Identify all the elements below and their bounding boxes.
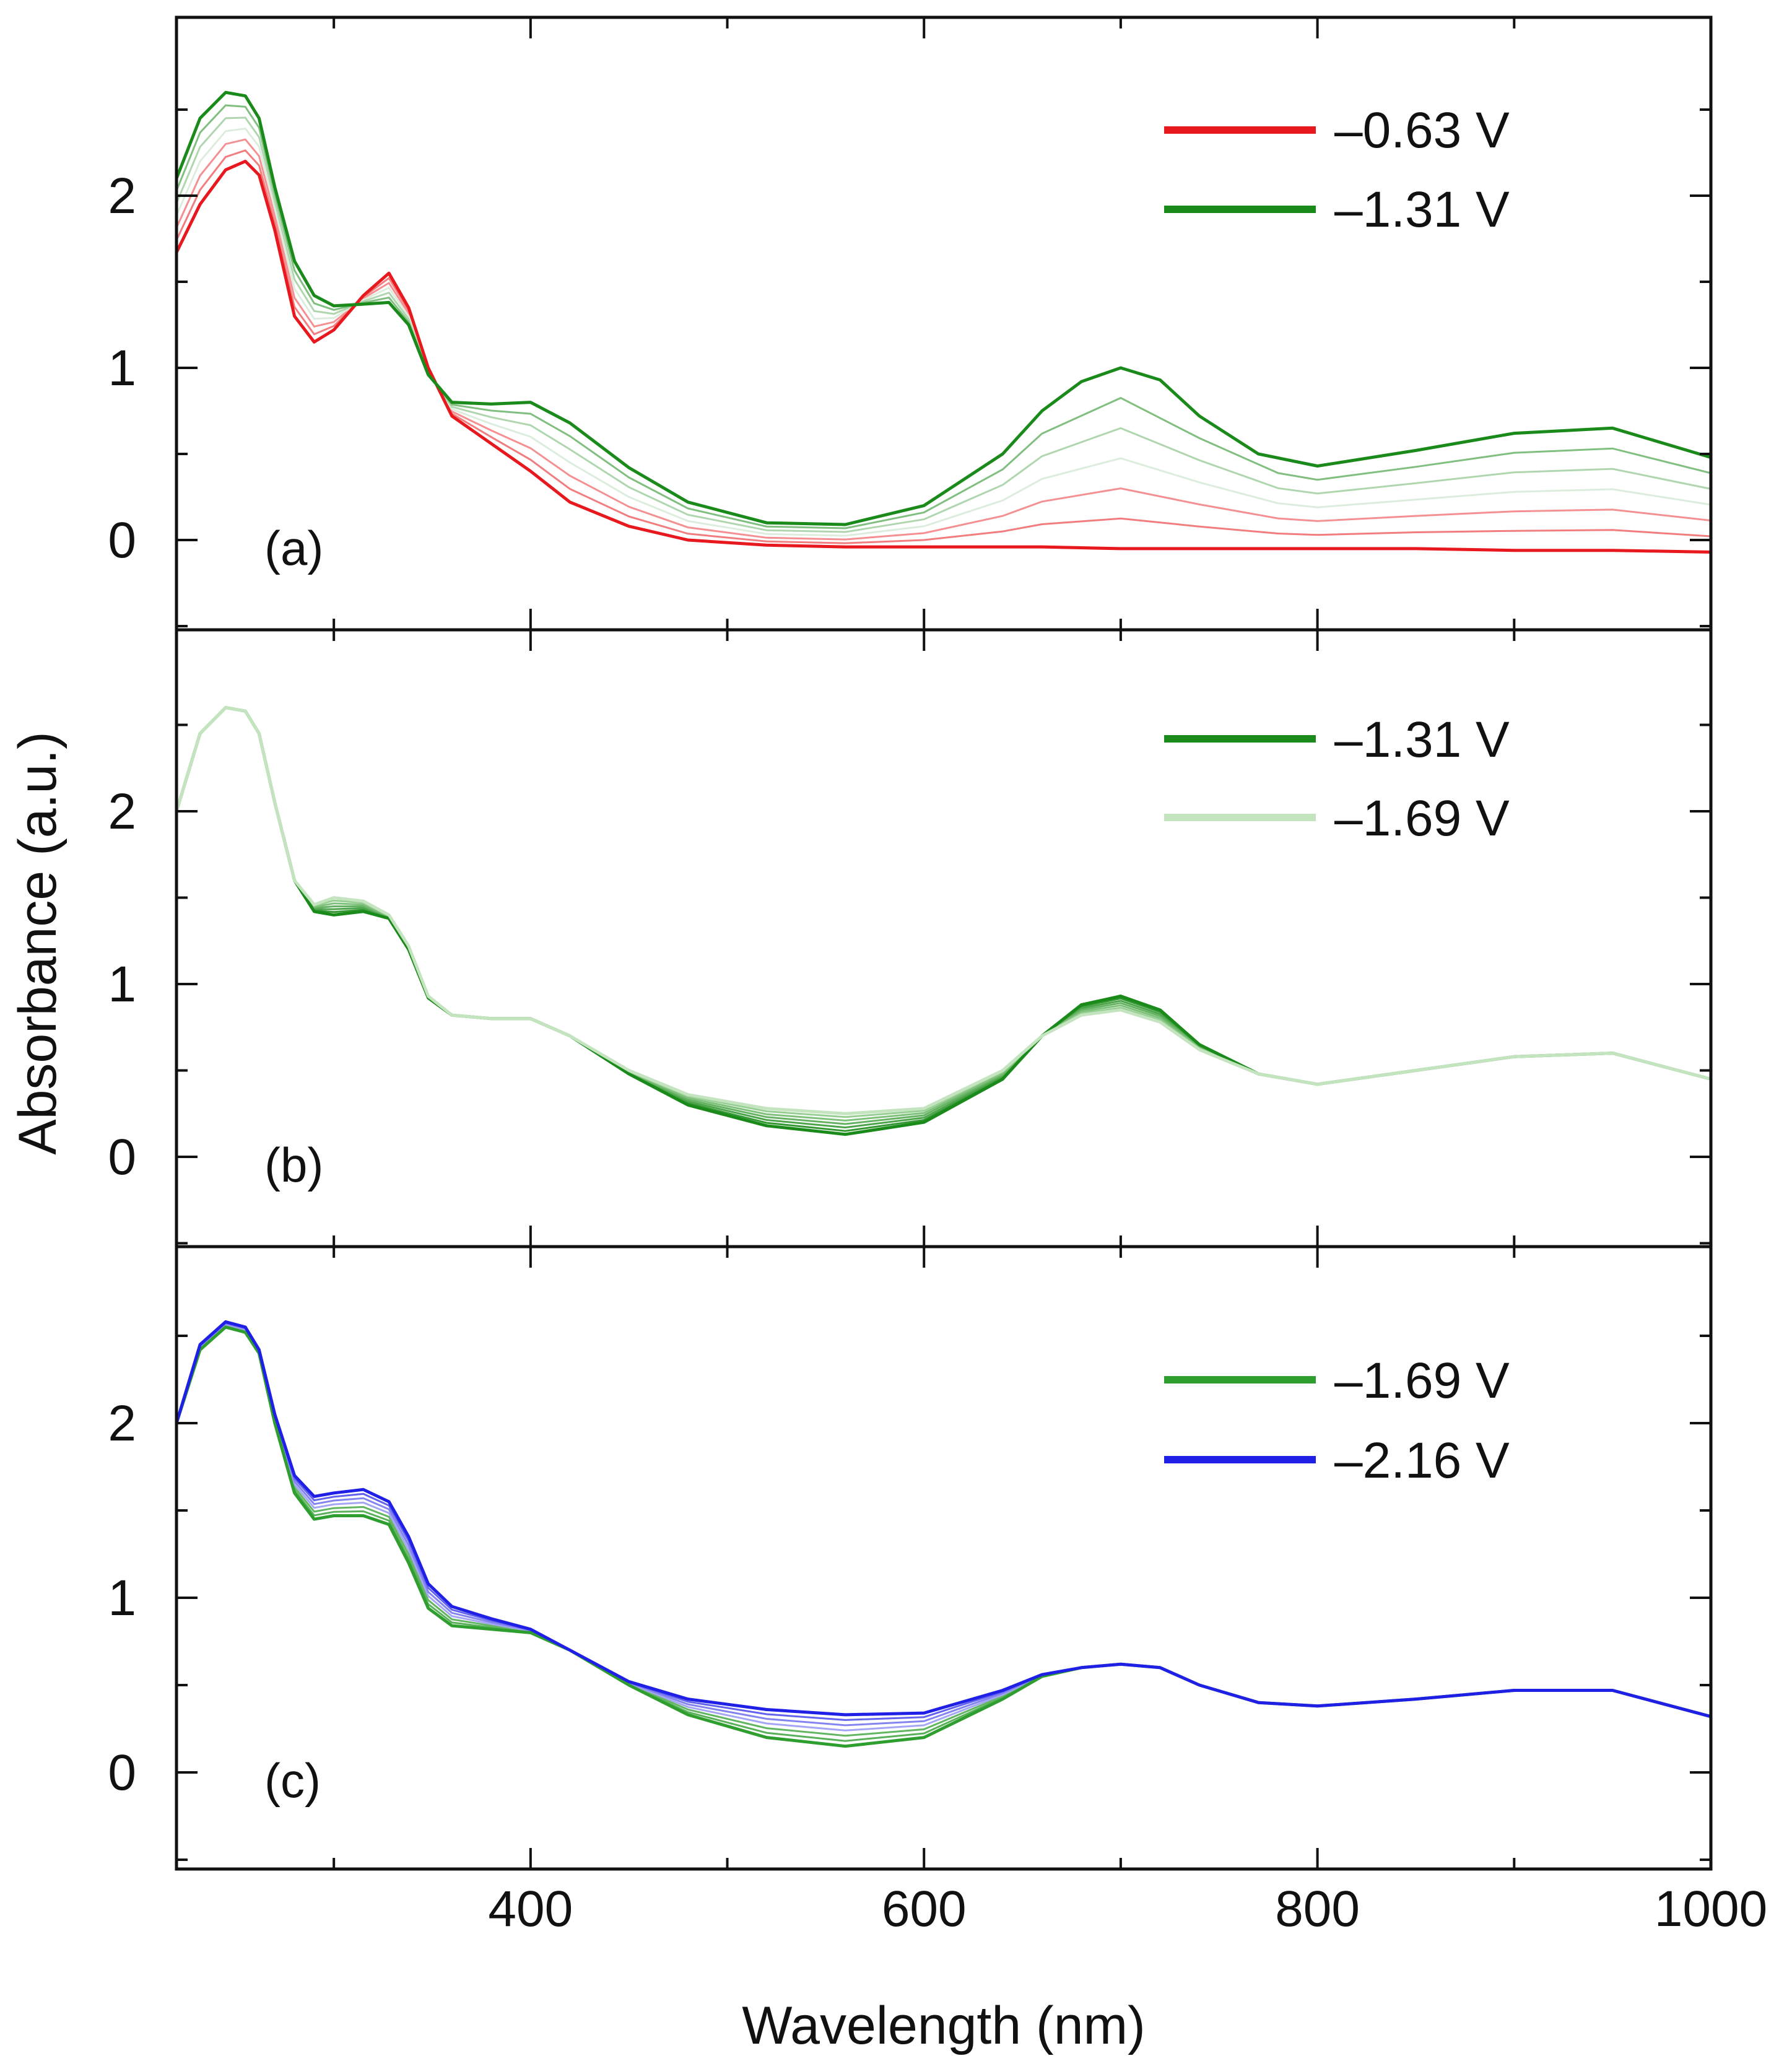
panel-a-intermediate-curve-5	[175, 104, 1712, 529]
panel-a-legend-label-1: –0.63 V	[1334, 102, 1510, 159]
panel-a-ytick-labels: 0 1 2	[108, 168, 136, 569]
panel-c-legend: –1.69 V –2.16 V	[1164, 1353, 1510, 1489]
panel-a-series-2-line	[175, 90, 1712, 526]
panel-a-intermediate-curve-4	[175, 116, 1712, 533]
x-tick-label-800: 800	[1275, 1881, 1360, 1937]
plot-frame	[175, 15, 1713, 1871]
panel-c-ticks	[176, 1247, 1712, 1869]
panel-b-legend-label-2: –1.69 V	[1334, 790, 1510, 847]
panel-a-label: (a)	[264, 521, 323, 575]
x-tick-label-600: 600	[882, 1881, 967, 1937]
panel-c-legend-label-2: –2.16 V	[1334, 1432, 1510, 1489]
panel-b-legend-label-1: –1.31 V	[1334, 712, 1510, 768]
x-tick-label-400: 400	[488, 1881, 573, 1937]
panel-b-ytick-labels: 0 1 2	[108, 783, 136, 1185]
panel-b-ytick-label-2: 2	[108, 783, 136, 840]
panel-b-ytick-label-0: 0	[108, 1129, 136, 1185]
panel-b-series-2-line	[175, 706, 1712, 1115]
panel-c-label: (c)	[264, 1753, 321, 1808]
panel-c-ytick-label-1: 1	[108, 1570, 136, 1626]
panel-a-ytick-label-2: 2	[108, 168, 136, 224]
panel-b-curves	[175, 706, 1712, 1136]
panel-c-curves	[175, 1320, 1712, 1748]
panel-b: 0 1 2 (b) –1.31 V –1.69 V	[108, 630, 1712, 1247]
panel-a-intermediate-curve-1	[175, 149, 1712, 544]
panel-b-ytick-label-1: 1	[108, 956, 136, 1013]
panel-a-series-1-line	[175, 159, 1712, 554]
panel-b-ticks	[176, 630, 1712, 1247]
panel-a-intermediate-curve-3	[175, 127, 1712, 537]
panel-c-series-2-line	[175, 1320, 1712, 1719]
x-tick-label-1000: 1000	[1655, 1881, 1767, 1937]
panel-a-ytick-label-1: 1	[108, 340, 136, 396]
panel-b-label: (b)	[264, 1138, 323, 1192]
x-axis-tick-labels: 400 600 800 1000	[488, 1881, 1767, 1937]
y-axis-label: Absorbance (a.u.)	[8, 731, 67, 1155]
panel-c-ytick-labels: 0 1 2	[108, 1395, 136, 1801]
panel-c-ytick-label-2: 2	[108, 1395, 136, 1452]
panel-c-ytick-label-0: 0	[108, 1745, 136, 1801]
panel-a-intermediate-curve-2	[175, 138, 1712, 541]
panel-b-legend: –1.31 V –1.69 V	[1164, 712, 1510, 847]
panel-c-legend-label-1: –1.69 V	[1334, 1353, 1510, 1409]
x-axis-label: Wavelength (nm)	[742, 1996, 1146, 2055]
panel-a-curves	[175, 90, 1712, 554]
panel-a-ytick-label-0: 0	[108, 512, 136, 569]
panel-c: 0 1 2 (c) –1.69 V –2.16 V	[108, 1247, 1712, 1869]
panel-a-legend-label-2: –1.31 V	[1334, 181, 1510, 238]
panel-a-legend: –0.63 V –1.31 V	[1164, 102, 1510, 238]
